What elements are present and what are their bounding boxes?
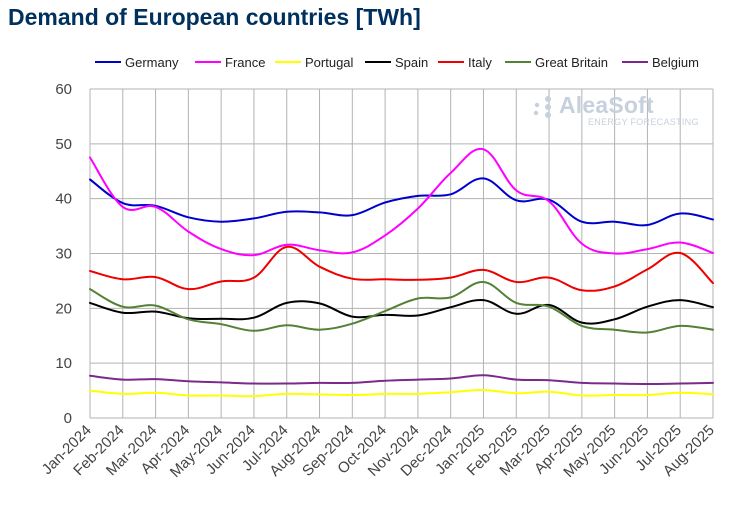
series-line-italy: [89, 245, 714, 292]
chart-title: Demand of European countries [TWh]: [8, 4, 421, 30]
logo-name: AleaSoft: [559, 92, 654, 118]
series-line-great-britain: [89, 280, 714, 334]
y-tick-label: 30: [55, 246, 72, 263]
y-tick-label: 20: [55, 300, 72, 317]
y-tick-label: 50: [55, 136, 72, 153]
series-line-germany: [89, 177, 714, 227]
axis-layer: 0102030405060Jan-2024Feb-2024Mar-2024Apr…: [39, 81, 718, 481]
series-line-belgium: [89, 374, 714, 385]
logo-subtitle: ENERGY FORECASTING: [588, 117, 699, 127]
y-tick-label: 10: [55, 355, 72, 372]
series-layer: [89, 147, 714, 398]
logo-dots-icon: [533, 96, 551, 118]
legend-label-portugal: Portugal: [305, 55, 354, 70]
y-tick-label: 40: [55, 191, 72, 208]
grid-layer: [89, 88, 714, 419]
series-line-france: [89, 147, 714, 257]
legend-label-france: France: [225, 55, 265, 70]
legend-label-great-britain: Great Britain: [535, 55, 608, 70]
aleasoft-logo: AleaSoft ENERGY FORECASTING: [531, 92, 711, 132]
legend-label-belgium: Belgium: [652, 55, 699, 70]
series-line-spain: [89, 298, 714, 325]
y-tick-label: 0: [64, 410, 72, 427]
series-line-portugal: [89, 388, 714, 398]
legend-label-spain: Spain: [395, 55, 428, 70]
legend-label-germany: Germany: [125, 55, 179, 70]
legend-label-italy: Italy: [468, 55, 492, 70]
y-tick-label: 60: [55, 81, 72, 98]
legend: Germany France Portugal Spain Italy Great Bri…: [95, 55, 699, 70]
